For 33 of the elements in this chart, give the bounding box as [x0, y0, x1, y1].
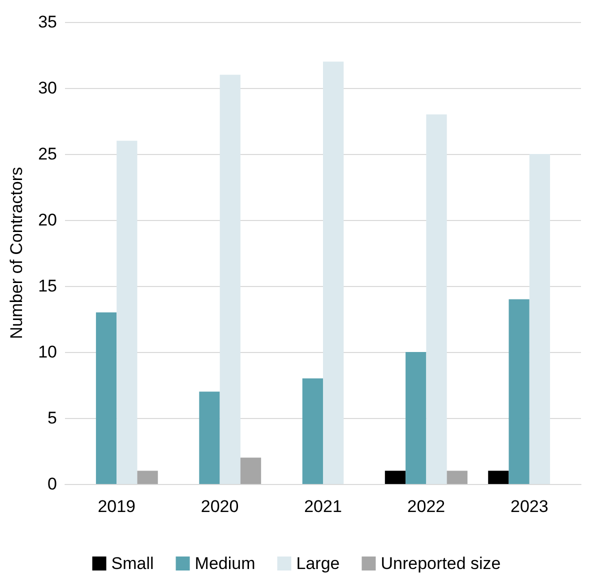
x-tick-label: 2021 — [304, 497, 342, 516]
bar — [199, 392, 220, 484]
bar — [426, 114, 447, 484]
y-tick-label: 0 — [48, 474, 57, 494]
y-tick-label: 35 — [38, 12, 57, 32]
bar — [384, 470, 406, 484]
legend-label: Large — [296, 554, 340, 573]
bar — [488, 470, 509, 484]
bar — [240, 458, 262, 484]
bar — [529, 154, 550, 484]
x-tick-label: 2020 — [200, 497, 239, 516]
bar — [137, 470, 158, 484]
x-tick-label: 2023 — [510, 497, 548, 516]
legend-label: Small — [111, 554, 154, 573]
bar — [96, 312, 117, 484]
bar — [508, 299, 530, 484]
bar — [116, 140, 138, 484]
y-axis-title: Number of Contractors — [7, 167, 26, 339]
bar — [220, 74, 240, 484]
x-tick-label: 2019 — [98, 497, 136, 516]
bar — [323, 62, 344, 484]
legend-label: Medium — [194, 554, 256, 573]
y-tick-label: 15 — [38, 276, 57, 296]
y-tick-label: 10 — [38, 342, 57, 362]
y-tick-label: 20 — [38, 210, 57, 230]
bar — [446, 470, 468, 484]
y-tick-label: 25 — [38, 144, 57, 164]
bar — [302, 378, 323, 484]
legend-label: Unreported size — [380, 554, 501, 573]
bar — [406, 352, 426, 484]
y-tick-label: 30 — [38, 78, 57, 98]
y-tick-label: 5 — [48, 408, 57, 428]
x-tick-label: 2022 — [407, 497, 446, 516]
